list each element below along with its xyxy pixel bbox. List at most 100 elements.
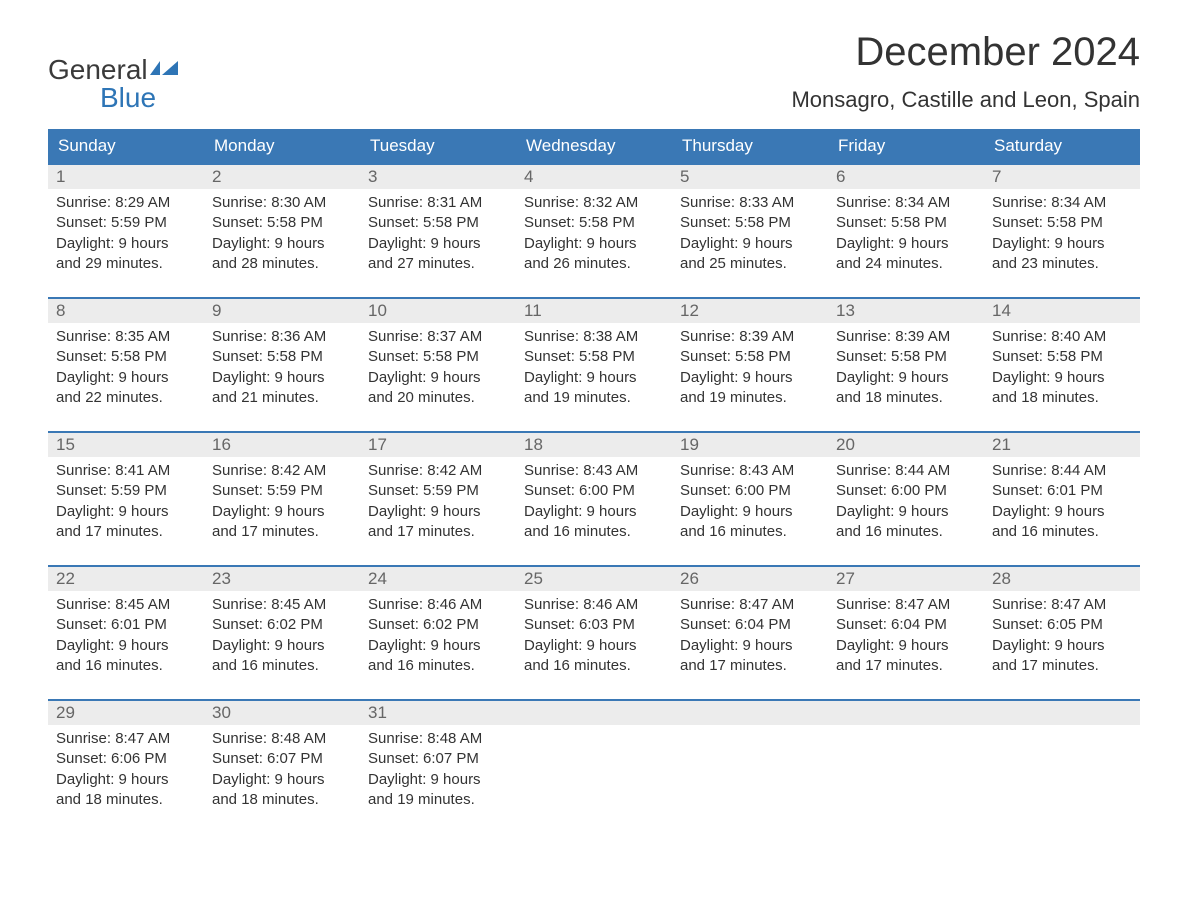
daylight-text: Daylight: 9 hours [212, 368, 352, 388]
sunrise-text: Sunrise: 8:39 AM [836, 327, 976, 347]
day-cell: Sunrise: 8:42 AMSunset: 5:59 PMDaylight:… [204, 457, 360, 565]
week-row: 1234567Sunrise: 8:29 AMSunset: 5:59 PMDa… [48, 163, 1140, 297]
day-number: 6 [828, 165, 984, 189]
sunrise-text: Sunrise: 8:36 AM [212, 327, 352, 347]
day-number: 7 [984, 165, 1140, 189]
sunrise-text: Sunrise: 8:39 AM [680, 327, 820, 347]
daylight-text: and 20 minutes. [368, 388, 508, 408]
sunset-text: Sunset: 5:58 PM [680, 347, 820, 367]
daylight-text: and 16 minutes. [680, 522, 820, 542]
daylight-text: and 27 minutes. [368, 254, 508, 274]
daylight-text: and 16 minutes. [836, 522, 976, 542]
sunset-text: Sunset: 5:58 PM [368, 213, 508, 233]
daylight-text: and 17 minutes. [56, 522, 196, 542]
sunrise-text: Sunrise: 8:35 AM [56, 327, 196, 347]
day-cell: Sunrise: 8:31 AMSunset: 5:58 PMDaylight:… [360, 189, 516, 297]
day-number: 15 [48, 433, 204, 457]
day-number: 24 [360, 567, 516, 591]
daylight-text: and 16 minutes. [368, 656, 508, 676]
sunrise-text: Sunrise: 8:47 AM [836, 595, 976, 615]
daylight-text: Daylight: 9 hours [680, 502, 820, 522]
daylight-text: and 18 minutes. [56, 790, 196, 810]
day-content-row: Sunrise: 8:45 AMSunset: 6:01 PMDaylight:… [48, 591, 1140, 699]
day-number: 22 [48, 567, 204, 591]
sunset-text: Sunset: 5:58 PM [992, 347, 1132, 367]
day-number: 28 [984, 567, 1140, 591]
day-cell: Sunrise: 8:43 AMSunset: 6:00 PMDaylight:… [672, 457, 828, 565]
sunset-text: Sunset: 6:00 PM [524, 481, 664, 501]
day-cell: Sunrise: 8:46 AMSunset: 6:02 PMDaylight:… [360, 591, 516, 699]
daylight-text: Daylight: 9 hours [56, 770, 196, 790]
daylight-text: and 26 minutes. [524, 254, 664, 274]
daylight-text: and 28 minutes. [212, 254, 352, 274]
sunset-text: Sunset: 6:03 PM [524, 615, 664, 635]
daylight-text: and 17 minutes. [680, 656, 820, 676]
day-cell: Sunrise: 8:29 AMSunset: 5:59 PMDaylight:… [48, 189, 204, 297]
sunrise-text: Sunrise: 8:45 AM [56, 595, 196, 615]
sunset-text: Sunset: 5:59 PM [368, 481, 508, 501]
daylight-text: and 19 minutes. [680, 388, 820, 408]
sunrise-text: Sunrise: 8:34 AM [836, 193, 976, 213]
day-cell: Sunrise: 8:45 AMSunset: 6:02 PMDaylight:… [204, 591, 360, 699]
day-content-row: Sunrise: 8:41 AMSunset: 5:59 PMDaylight:… [48, 457, 1140, 565]
flag-icon [150, 56, 178, 84]
sunset-text: Sunset: 5:59 PM [212, 481, 352, 501]
day-content-row: Sunrise: 8:47 AMSunset: 6:06 PMDaylight:… [48, 725, 1140, 833]
sunrise-text: Sunrise: 8:41 AM [56, 461, 196, 481]
day-number: 2 [204, 165, 360, 189]
daylight-text: Daylight: 9 hours [524, 368, 664, 388]
location: Monsagro, Castille and Leon, Spain [791, 87, 1140, 113]
week-row: 293031Sunrise: 8:47 AMSunset: 6:06 PMDay… [48, 699, 1140, 833]
sunrise-text: Sunrise: 8:33 AM [680, 193, 820, 213]
sunset-text: Sunset: 6:06 PM [56, 749, 196, 769]
sunset-text: Sunset: 6:00 PM [836, 481, 976, 501]
sunset-text: Sunset: 5:58 PM [56, 347, 196, 367]
daylight-text: and 19 minutes. [524, 388, 664, 408]
sunrise-text: Sunrise: 8:37 AM [368, 327, 508, 347]
sunset-text: Sunset: 6:07 PM [368, 749, 508, 769]
sunrise-text: Sunrise: 8:42 AM [368, 461, 508, 481]
calendar: Sunday Monday Tuesday Wednesday Thursday… [48, 129, 1140, 833]
day-number: 11 [516, 299, 672, 323]
day-number: 14 [984, 299, 1140, 323]
day-cell: Sunrise: 8:40 AMSunset: 5:58 PMDaylight:… [984, 323, 1140, 431]
day-number: 17 [360, 433, 516, 457]
sunrise-text: Sunrise: 8:43 AM [524, 461, 664, 481]
day-cell: Sunrise: 8:30 AMSunset: 5:58 PMDaylight:… [204, 189, 360, 297]
day-number: 25 [516, 567, 672, 591]
daylight-text: and 16 minutes. [56, 656, 196, 676]
dow-tuesday: Tuesday [360, 129, 516, 163]
sunset-text: Sunset: 5:59 PM [56, 481, 196, 501]
daylight-text: and 17 minutes. [992, 656, 1132, 676]
weeks-container: 1234567Sunrise: 8:29 AMSunset: 5:59 PMDa… [48, 163, 1140, 833]
sunrise-text: Sunrise: 8:47 AM [680, 595, 820, 615]
daylight-text: Daylight: 9 hours [680, 636, 820, 656]
daylight-text: and 16 minutes. [524, 656, 664, 676]
sunrise-text: Sunrise: 8:42 AM [212, 461, 352, 481]
daylight-text: and 22 minutes. [56, 388, 196, 408]
day-number-row: 22232425262728 [48, 567, 1140, 591]
logo-line1: General [48, 56, 178, 84]
sunrise-text: Sunrise: 8:40 AM [992, 327, 1132, 347]
day-number: 23 [204, 567, 360, 591]
daylight-text: Daylight: 9 hours [368, 502, 508, 522]
daylight-text: Daylight: 9 hours [368, 234, 508, 254]
day-number: 13 [828, 299, 984, 323]
sunrise-text: Sunrise: 8:46 AM [524, 595, 664, 615]
day-number: 19 [672, 433, 828, 457]
day-cell: Sunrise: 8:33 AMSunset: 5:58 PMDaylight:… [672, 189, 828, 297]
daylight-text: and 25 minutes. [680, 254, 820, 274]
daylight-text: and 24 minutes. [836, 254, 976, 274]
day-cell: Sunrise: 8:42 AMSunset: 5:59 PMDaylight:… [360, 457, 516, 565]
daylight-text: and 21 minutes. [212, 388, 352, 408]
day-cell: Sunrise: 8:35 AMSunset: 5:58 PMDaylight:… [48, 323, 204, 431]
day-number: 30 [204, 701, 360, 725]
daylight-text: Daylight: 9 hours [680, 368, 820, 388]
day-number: 1 [48, 165, 204, 189]
daylight-text: Daylight: 9 hours [992, 636, 1132, 656]
dow-friday: Friday [828, 129, 984, 163]
day-number: 12 [672, 299, 828, 323]
sunset-text: Sunset: 5:58 PM [212, 213, 352, 233]
sunrise-text: Sunrise: 8:46 AM [368, 595, 508, 615]
daylight-text: Daylight: 9 hours [836, 502, 976, 522]
